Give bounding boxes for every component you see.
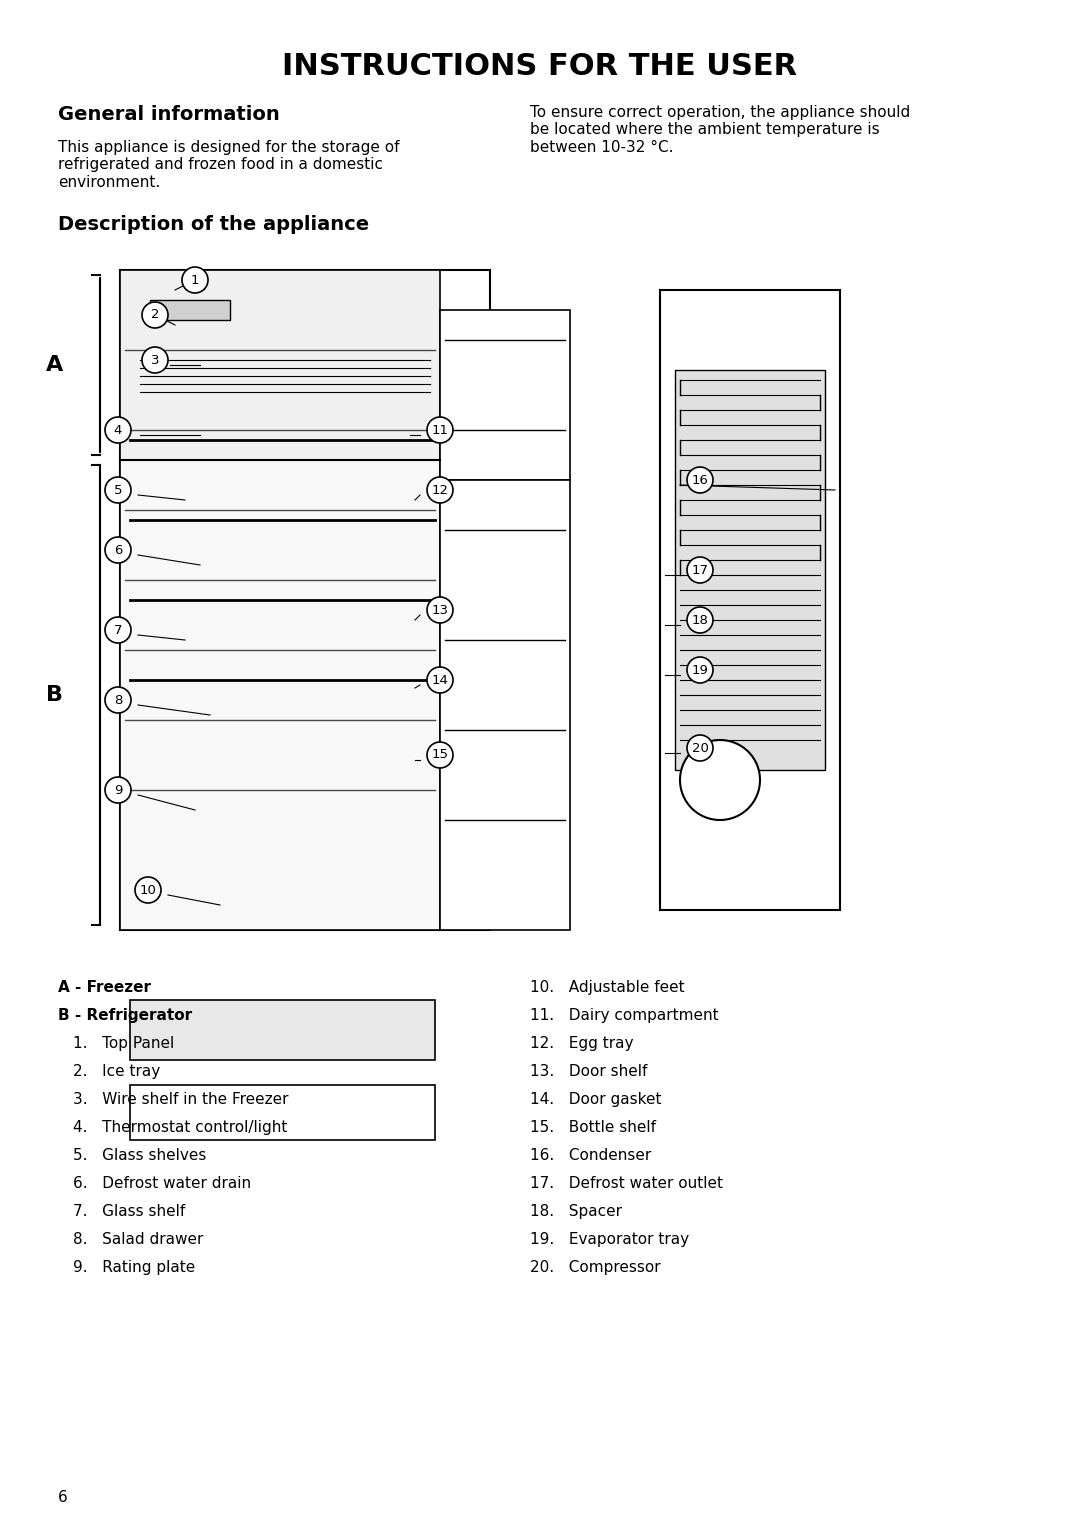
Circle shape <box>141 347 168 373</box>
Text: Description of the appliance: Description of the appliance <box>58 215 369 234</box>
Circle shape <box>183 267 208 293</box>
Circle shape <box>687 607 713 633</box>
Text: 16.   Condenser: 16. Condenser <box>530 1148 651 1163</box>
Text: 4.   Thermostat control/light: 4. Thermostat control/light <box>73 1120 287 1135</box>
Text: 17: 17 <box>691 564 708 576</box>
Text: 8: 8 <box>113 694 122 706</box>
FancyBboxPatch shape <box>440 480 570 931</box>
Text: 18: 18 <box>691 614 708 626</box>
Circle shape <box>427 417 453 443</box>
Text: This appliance is designed for the storage of
refrigerated and frozen food in a : This appliance is designed for the stora… <box>58 141 400 189</box>
Text: B - Refrigerator: B - Refrigerator <box>58 1008 192 1024</box>
Text: 8.   Salad drawer: 8. Salad drawer <box>73 1232 203 1247</box>
Text: 11.   Dairy compartment: 11. Dairy compartment <box>530 1008 718 1024</box>
Circle shape <box>687 468 713 494</box>
Circle shape <box>141 303 168 329</box>
Circle shape <box>687 657 713 683</box>
Text: 14: 14 <box>432 674 448 686</box>
Text: INSTRUCTIONS FOR THE USER: INSTRUCTIONS FOR THE USER <box>283 52 797 81</box>
FancyBboxPatch shape <box>120 460 440 931</box>
FancyBboxPatch shape <box>130 999 435 1060</box>
Text: 2: 2 <box>151 309 159 321</box>
Text: 18.   Spacer: 18. Spacer <box>530 1204 622 1219</box>
Text: 4: 4 <box>113 423 122 437</box>
FancyBboxPatch shape <box>675 370 825 770</box>
Circle shape <box>105 617 131 643</box>
Circle shape <box>427 477 453 503</box>
Text: 19.   Evaporator tray: 19. Evaporator tray <box>530 1232 689 1247</box>
Text: 11: 11 <box>432 423 448 437</box>
FancyBboxPatch shape <box>440 310 570 480</box>
Text: 6: 6 <box>113 544 122 556</box>
Text: 7.   Glass shelf: 7. Glass shelf <box>73 1204 186 1219</box>
Text: 7: 7 <box>113 623 122 637</box>
Text: A - Freezer: A - Freezer <box>58 979 151 995</box>
Text: 5: 5 <box>113 483 122 497</box>
Text: 3.   Wire shelf in the Freezer: 3. Wire shelf in the Freezer <box>73 1093 288 1106</box>
Circle shape <box>135 877 161 903</box>
Circle shape <box>105 778 131 804</box>
Circle shape <box>680 740 760 821</box>
Text: 3: 3 <box>151 353 159 367</box>
Text: 19: 19 <box>691 663 708 677</box>
Circle shape <box>687 735 713 761</box>
Circle shape <box>105 536 131 562</box>
Text: 20.   Compressor: 20. Compressor <box>530 1261 661 1274</box>
FancyBboxPatch shape <box>150 299 230 319</box>
Circle shape <box>427 668 453 694</box>
Text: 13.   Door shelf: 13. Door shelf <box>530 1063 647 1079</box>
Text: 20: 20 <box>691 741 708 755</box>
Text: A: A <box>46 354 64 374</box>
Text: 10: 10 <box>139 883 157 897</box>
Circle shape <box>427 597 453 623</box>
Text: 1: 1 <box>191 274 199 287</box>
Text: B: B <box>46 685 64 704</box>
Circle shape <box>105 688 131 714</box>
Text: 5.   Glass shelves: 5. Glass shelves <box>73 1148 206 1163</box>
Text: 12: 12 <box>432 483 448 497</box>
Circle shape <box>105 477 131 503</box>
Text: 2.   Ice tray: 2. Ice tray <box>73 1063 160 1079</box>
Text: 14.   Door gasket: 14. Door gasket <box>530 1093 661 1106</box>
Text: 9.   Rating plate: 9. Rating plate <box>73 1261 195 1274</box>
FancyBboxPatch shape <box>660 290 840 911</box>
Text: General information: General information <box>58 105 280 124</box>
Text: 6: 6 <box>58 1490 68 1505</box>
Text: 9: 9 <box>113 784 122 796</box>
Text: 13: 13 <box>432 604 448 616</box>
Circle shape <box>687 558 713 584</box>
Text: 12.   Egg tray: 12. Egg tray <box>530 1036 634 1051</box>
FancyBboxPatch shape <box>120 270 440 460</box>
Text: 16: 16 <box>691 474 708 486</box>
Text: 6.   Defrost water drain: 6. Defrost water drain <box>73 1177 252 1190</box>
Circle shape <box>427 743 453 769</box>
Text: 15.   Bottle shelf: 15. Bottle shelf <box>530 1120 656 1135</box>
Text: 10.   Adjustable feet: 10. Adjustable feet <box>530 979 685 995</box>
Circle shape <box>105 417 131 443</box>
Text: 1.   Top Panel: 1. Top Panel <box>73 1036 174 1051</box>
Text: To ensure correct operation, the appliance should
be located where the ambient t: To ensure correct operation, the applian… <box>530 105 910 154</box>
FancyBboxPatch shape <box>130 1085 435 1140</box>
Text: 17.   Defrost water outlet: 17. Defrost water outlet <box>530 1177 723 1190</box>
Text: 15: 15 <box>432 749 448 761</box>
FancyBboxPatch shape <box>120 270 490 931</box>
